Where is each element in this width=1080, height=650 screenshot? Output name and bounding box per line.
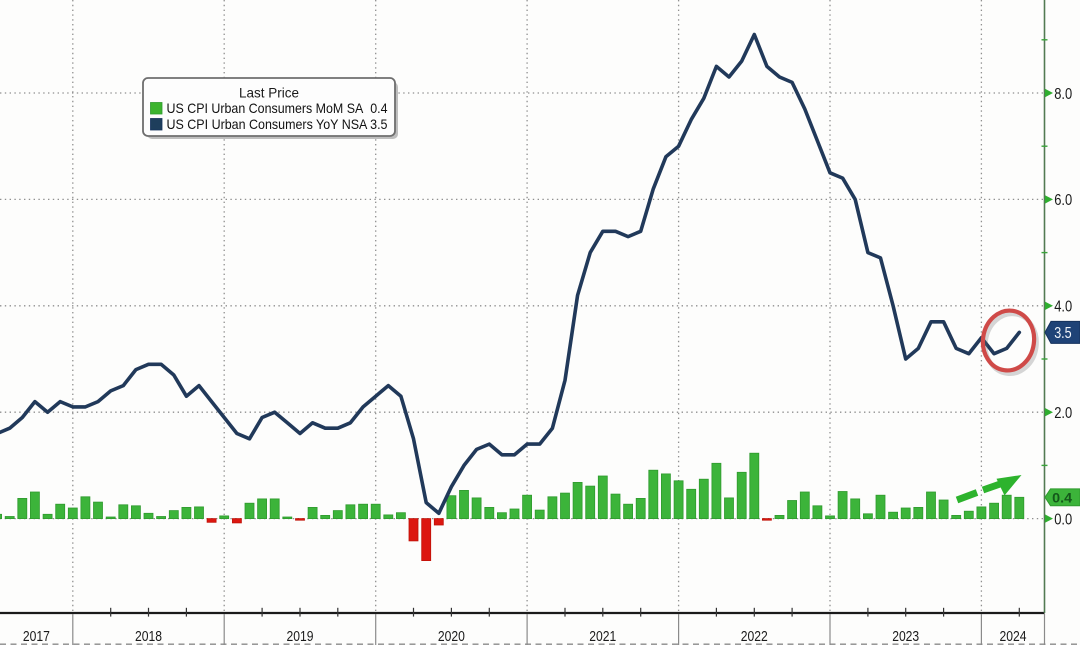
svg-text:2018: 2018: [135, 629, 162, 645]
svg-text:4.0: 4.0: [1054, 299, 1072, 316]
svg-text:US CPI Urban Consumers MoM SA: US CPI Urban Consumers MoM SA 0.4: [167, 100, 388, 116]
svg-text:6.0: 6.0: [1054, 192, 1072, 209]
svg-text:0.0: 0.0: [1054, 511, 1072, 528]
svg-text:2.0: 2.0: [1054, 405, 1072, 422]
svg-text:2022: 2022: [741, 629, 768, 645]
svg-text:2024: 2024: [1000, 629, 1027, 645]
svg-text:0.4: 0.4: [1052, 490, 1072, 506]
svg-text:8.0: 8.0: [1054, 86, 1072, 103]
svg-text:Last Price: Last Price: [239, 85, 299, 101]
svg-text:2023: 2023: [892, 629, 919, 645]
svg-text:US CPI Urban Consumers YoY NSA: US CPI Urban Consumers YoY NSA 3.5: [167, 116, 388, 132]
svg-text:2019: 2019: [287, 629, 314, 645]
svg-text:3.5: 3.5: [1054, 325, 1072, 342]
svg-text:2017: 2017: [23, 629, 50, 645]
svg-text:2021: 2021: [589, 629, 616, 645]
svg-text:2020: 2020: [438, 629, 465, 645]
